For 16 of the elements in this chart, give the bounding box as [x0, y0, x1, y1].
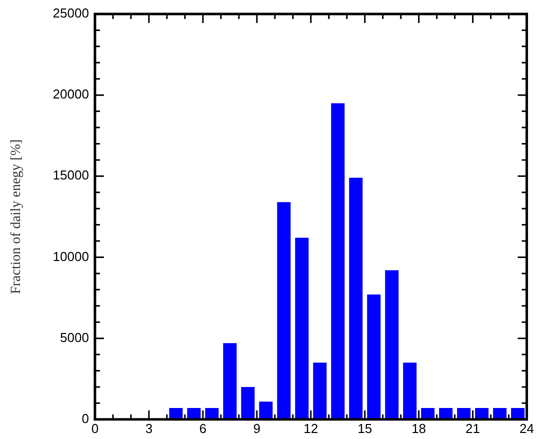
y-tick-label: 5000 [60, 330, 89, 345]
x-tick-label: 21 [466, 420, 480, 436]
y-tick-label: 20000 [52, 86, 89, 102]
x-tick-label: 6 [199, 420, 207, 436]
x-tick-label: 9 [253, 420, 260, 436]
x-tick-label: 12 [304, 420, 318, 436]
y-tick-label: 10000 [52, 248, 89, 264]
x-tick-label: 15 [358, 420, 372, 436]
x-tick-label: 3 [145, 420, 153, 436]
y-tick-label: 25000 [52, 6, 89, 21]
x-tick-label: 24 [520, 420, 534, 436]
x-tick-label: 0 [91, 420, 99, 436]
y-axis-title: Fraction of daily enegy [%] [9, 139, 24, 294]
x-tick-label: 18 [412, 420, 426, 436]
y-tick-label: 0 [82, 410, 89, 426]
y-tick-label: 15000 [52, 168, 89, 183]
